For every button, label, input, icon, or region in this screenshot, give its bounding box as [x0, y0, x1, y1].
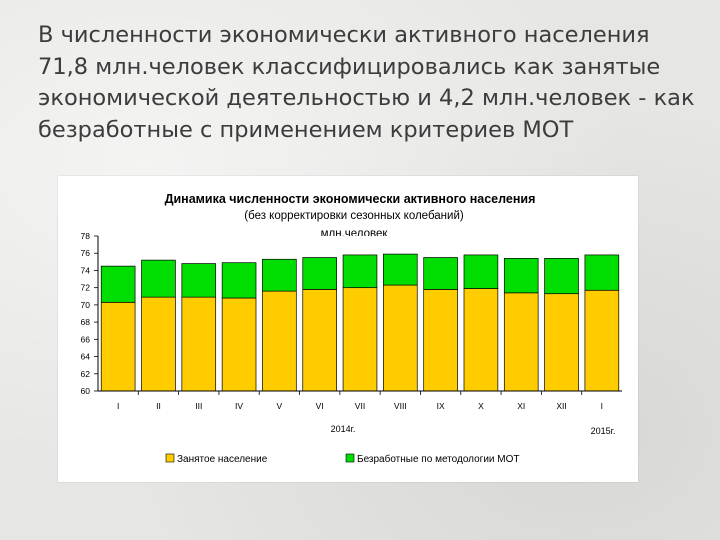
- chart-subtitle: (без корректировки сезонных колебаний): [244, 210, 464, 222]
- y-tick-label: 78: [81, 231, 91, 241]
- bar-employed: [584, 289, 620, 392]
- y-tick-label: 70: [81, 300, 91, 310]
- bar-unemployed: [383, 253, 418, 286]
- x-tick-label: IX: [437, 401, 445, 411]
- y-tick-label: 72: [81, 283, 91, 293]
- year-label-2015: 2015г.: [591, 426, 616, 436]
- chart-title: Динамика численности экономически активн…: [165, 192, 536, 206]
- bars: [100, 253, 620, 392]
- bar-employed: [463, 288, 499, 392]
- bar-unemployed: [463, 254, 499, 289]
- y-tick-label: 74: [81, 265, 91, 275]
- bar-employed: [503, 292, 539, 392]
- bar-unemployed: [503, 258, 539, 294]
- bar-employed: [342, 287, 378, 392]
- legend-swatch-unemployed: [345, 453, 355, 463]
- y-tick-label: 76: [81, 248, 91, 258]
- x-tick-label: XI: [517, 401, 525, 411]
- x-tick-label: VII: [355, 401, 365, 411]
- x-tick-label: II: [156, 401, 161, 411]
- bar-employed: [221, 297, 257, 392]
- x-tick-label: I: [601, 401, 603, 411]
- bar-unemployed: [141, 259, 176, 298]
- stacked-bar-chart: Динамика численности экономически активн…: [81, 192, 622, 465]
- bar-unemployed: [302, 257, 337, 290]
- x-tick-label: X: [478, 401, 484, 411]
- bar-employed: [302, 289, 337, 392]
- x-tick-label: VI: [316, 401, 324, 411]
- x-tick-label: IV: [235, 401, 243, 411]
- y-tick-label: 66: [81, 334, 91, 344]
- legend-label-employed: Занятое население: [177, 454, 268, 465]
- bar-unemployed: [181, 263, 217, 298]
- slide-text: В численности экономически активного нас…: [38, 22, 695, 143]
- bar-employed: [383, 284, 418, 392]
- y-tick-label: 62: [81, 369, 91, 379]
- bar-unemployed: [221, 262, 257, 299]
- bar-unemployed: [262, 258, 297, 292]
- x-tick-label: I: [117, 401, 119, 411]
- bar-employed: [544, 293, 579, 392]
- y-tick-label: 60: [81, 386, 91, 396]
- bar-unemployed: [544, 258, 579, 295]
- bar-unemployed: [584, 254, 620, 291]
- chart-panel: Динамика численности экономически активн…: [58, 176, 638, 482]
- x-tick-label: III: [195, 401, 202, 411]
- legend-swatch-employed: [165, 453, 175, 463]
- bar-employed: [423, 289, 458, 392]
- bar-unemployed: [342, 254, 378, 289]
- bar-employed: [141, 296, 176, 392]
- bar-unemployed: [423, 257, 458, 290]
- x-tick-label: V: [277, 401, 283, 411]
- legend: Занятое население Безработные по методол…: [165, 453, 519, 465]
- legend-label-unemployed: Безработные по методологии МОТ: [357, 453, 519, 465]
- x-tick-label: XII: [556, 401, 566, 411]
- bar-employed: [100, 301, 136, 392]
- bar-employed: [181, 296, 217, 392]
- y-tick-label: 68: [81, 317, 91, 327]
- bar-employed: [262, 290, 297, 392]
- bar-unemployed: [100, 265, 136, 303]
- x-tick-label: VIII: [394, 401, 407, 411]
- y-tick-label: 64: [81, 352, 91, 362]
- year-label-2014: 2014г.: [331, 424, 356, 434]
